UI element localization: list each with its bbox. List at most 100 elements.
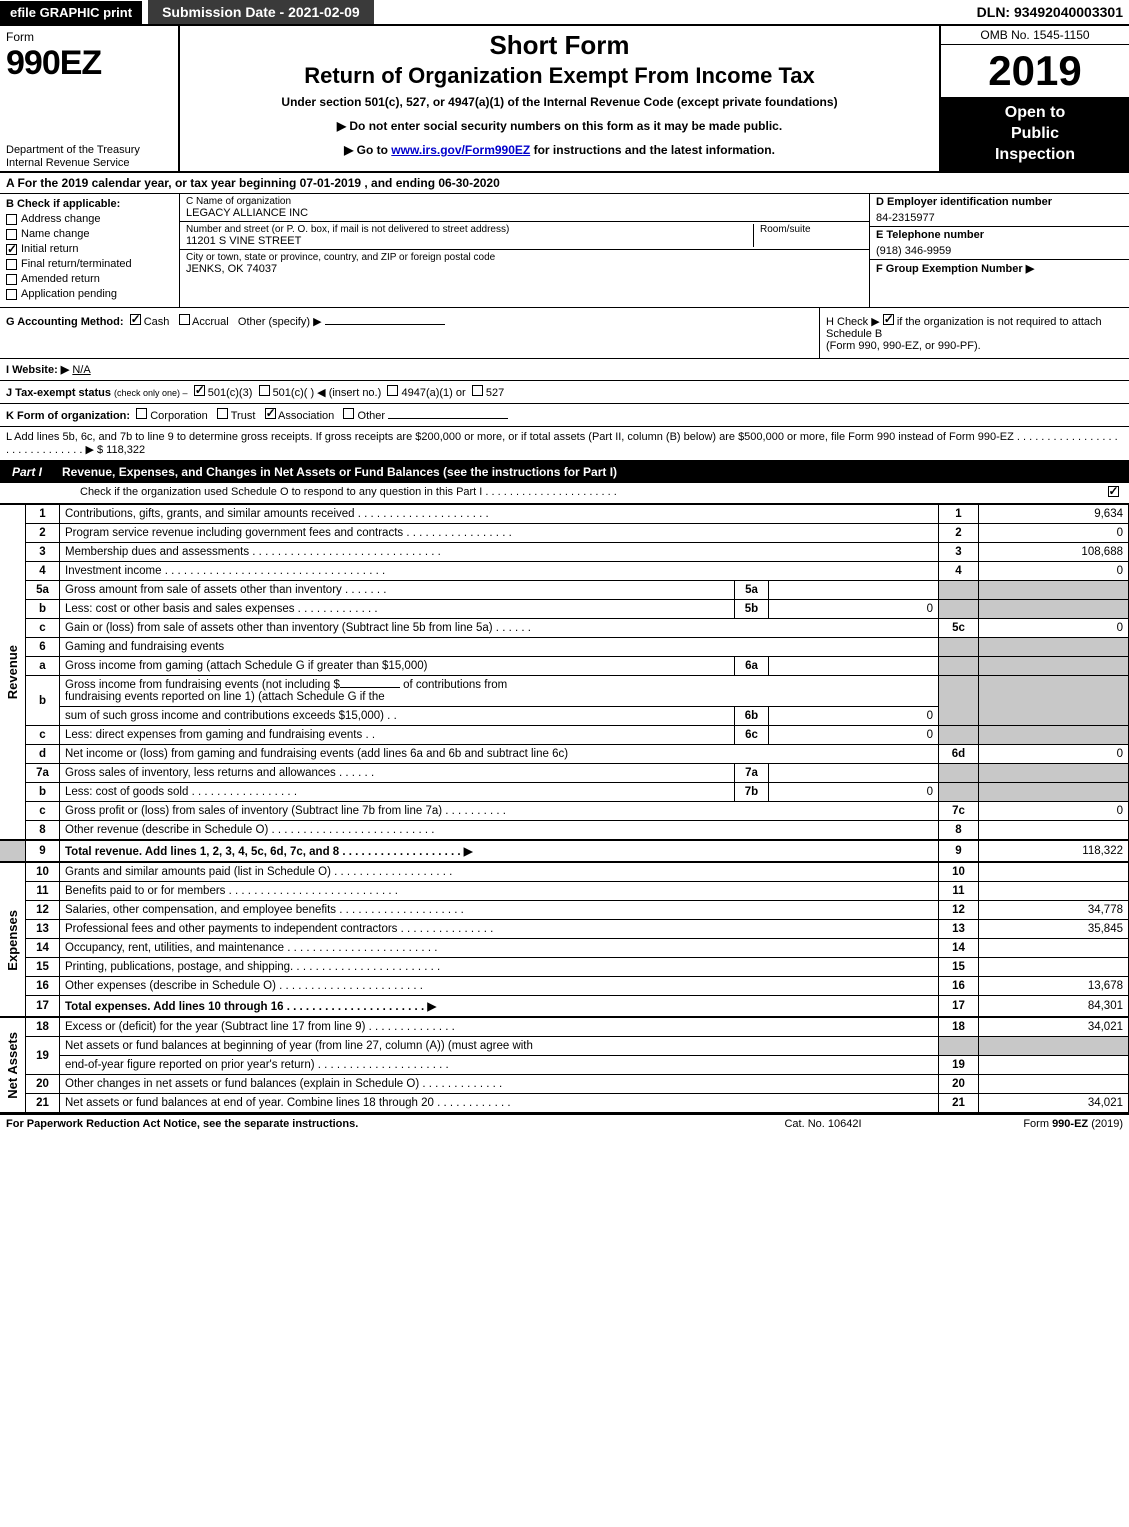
- line-17-amt: 84,301: [979, 996, 1129, 1018]
- line-12-num: 12: [26, 901, 60, 920]
- checkbox-final-return[interactable]: Final return/terminated: [6, 258, 173, 270]
- line-5a-subnum: 5a: [735, 581, 769, 600]
- checkbox-application-pending[interactable]: Application pending: [6, 288, 173, 300]
- line-3-desc: Membership dues and assessments . . . . …: [60, 543, 939, 562]
- line-g-h-row: G Accounting Method: Cash Accrual Other …: [0, 308, 1129, 359]
- omb-number: OMB No. 1545-1150: [941, 26, 1129, 45]
- line-6b-subnum: 6b: [735, 707, 769, 726]
- checkbox-schedule-b-not-required[interactable]: [883, 314, 894, 325]
- line-6b-desc2: sum of such gross income and contributio…: [60, 707, 735, 726]
- line-1-ln: 1: [939, 505, 979, 524]
- line-5b-subval: 0: [769, 600, 939, 619]
- line-7a-subnum: 7a: [735, 764, 769, 783]
- line-16-ln: 16: [939, 977, 979, 996]
- line-7a-num: 7a: [26, 764, 60, 783]
- line-6a-subnum: 6a: [735, 657, 769, 676]
- checkbox-501c[interactable]: [259, 385, 270, 396]
- checkbox-501c3[interactable]: [194, 385, 205, 396]
- schedule-o-check-line: Check if the organization used Schedule …: [0, 483, 1129, 504]
- line-4-num: 4: [26, 562, 60, 581]
- line-18-ln: 18: [939, 1017, 979, 1037]
- dept-line1: Department of the Treasury: [6, 144, 140, 156]
- city-label: City or town, state or province, country…: [186, 252, 863, 263]
- dln-label: DLN: 93492040003301: [977, 4, 1129, 20]
- goto-line: ▶ Go to www.irs.gov/Form990EZ for instru…: [188, 143, 931, 157]
- tax-year: 2019: [941, 45, 1129, 97]
- part-i-label: Part I: [0, 461, 54, 483]
- line-14-desc: Occupancy, rent, utilities, and maintena…: [60, 939, 939, 958]
- line-8-ln: 8: [939, 821, 979, 841]
- line-15-desc: Printing, publications, postage, and shi…: [60, 958, 939, 977]
- checkbox-accrual[interactable]: [179, 314, 190, 325]
- line-15-ln: 15: [939, 958, 979, 977]
- line-1-num: 1: [26, 505, 60, 524]
- line-7c-num: c: [26, 802, 60, 821]
- checkbox-name-change[interactable]: Name change: [6, 228, 173, 240]
- line-4-desc: Investment income . . . . . . . . . . . …: [60, 562, 939, 581]
- form-number: 990EZ: [6, 44, 172, 83]
- expenses-side-label: Expenses: [5, 910, 20, 971]
- line-20-num: 20: [26, 1075, 60, 1094]
- line-20-amt: [979, 1075, 1129, 1094]
- line-19-amt-shaded: [979, 1037, 1129, 1056]
- line-12-ln: 12: [939, 901, 979, 920]
- line-8-amt: [979, 821, 1129, 841]
- line-8-desc: Other revenue (describe in Schedule O) .…: [60, 821, 939, 841]
- line-10-amt: [979, 862, 1129, 882]
- line-18-desc: Excess or (deficit) for the year (Subtra…: [60, 1017, 939, 1037]
- line-k-form-of-org: K Form of organization: Corporation Trus…: [0, 404, 1129, 427]
- line-7a-amt-shaded: [979, 764, 1129, 783]
- line-9-num: 9: [26, 840, 60, 862]
- line-14-num: 14: [26, 939, 60, 958]
- line-13-num: 13: [26, 920, 60, 939]
- line-5c-ln: 5c: [939, 619, 979, 638]
- line-1-desc: Contributions, gifts, grants, and simila…: [60, 505, 939, 524]
- checkbox-cash[interactable]: [130, 314, 141, 325]
- line-5c-desc: Gain or (loss) from sale of assets other…: [60, 619, 939, 638]
- checkbox-4947a1[interactable]: [387, 385, 398, 396]
- line-19-desc2: end-of-year figure reported on prior yea…: [60, 1056, 939, 1075]
- checkbox-association[interactable]: [265, 408, 276, 419]
- checkbox-initial-return[interactable]: Initial return: [6, 243, 173, 255]
- line-19-num: 19: [26, 1037, 60, 1075]
- checkbox-other-org[interactable]: [343, 408, 354, 419]
- line-7b-subnum: 7b: [735, 783, 769, 802]
- checkbox-amended-return[interactable]: Amended return: [6, 273, 173, 285]
- checkbox-corporation[interactable]: [136, 408, 147, 419]
- checkbox-schedule-o-used[interactable]: [1108, 486, 1119, 497]
- line-6a-num: a: [26, 657, 60, 676]
- line-13-desc: Professional fees and other payments to …: [60, 920, 939, 939]
- checkbox-trust[interactable]: [217, 408, 228, 419]
- ein-label: D Employer identification number: [870, 194, 1129, 210]
- line-6-ln-shaded: [939, 638, 979, 657]
- line-i-website: I Website: ▶ N/A: [0, 359, 1129, 381]
- section-c-org-info: C Name of organization LEGACY ALLIANCE I…: [180, 194, 869, 307]
- line-6b-ln-shaded: [939, 676, 979, 726]
- checkbox-address-change[interactable]: Address change: [6, 213, 173, 225]
- line-19-ln-shaded: [939, 1037, 979, 1056]
- entity-block: B Check if applicable: Address change Na…: [0, 194, 1129, 308]
- submission-date-badge: Submission Date - 2021-02-09: [148, 0, 374, 24]
- line-7c-ln: 7c: [939, 802, 979, 821]
- top-bar: efile GRAPHIC print Submission Date - 20…: [0, 0, 1129, 26]
- line-11-ln: 11: [939, 882, 979, 901]
- line-j-tax-exempt-status: J Tax-exempt status (check only one) – 5…: [0, 381, 1129, 404]
- efile-print-button[interactable]: efile GRAPHIC print: [0, 1, 142, 24]
- line-7a-desc: Gross sales of inventory, less returns a…: [60, 764, 735, 783]
- line-18-amt: 34,021: [979, 1017, 1129, 1037]
- line-10-ln: 10: [939, 862, 979, 882]
- line-l-gross-receipts: L Add lines 5b, 6c, and 7b to line 9 to …: [0, 427, 1129, 461]
- irs-link[interactable]: www.irs.gov/Form990EZ: [391, 143, 530, 157]
- section-b-header: B Check if applicable:: [6, 198, 173, 210]
- line-6-num: 6: [26, 638, 60, 657]
- line-13-ln: 13: [939, 920, 979, 939]
- line-a-tax-year: A For the 2019 calendar year, or tax yea…: [0, 173, 1129, 194]
- line-6b-desc1: Gross income from fundraising events (no…: [60, 676, 939, 707]
- line-19-desc1: Net assets or fund balances at beginning…: [60, 1037, 939, 1056]
- line-6-amt-shaded: [979, 638, 1129, 657]
- checkbox-527[interactable]: [472, 385, 483, 396]
- line-7a-subval: [769, 764, 939, 783]
- line-2-num: 2: [26, 524, 60, 543]
- line-5a-ln-shaded: [939, 581, 979, 600]
- org-name: LEGACY ALLIANCE INC: [186, 207, 863, 219]
